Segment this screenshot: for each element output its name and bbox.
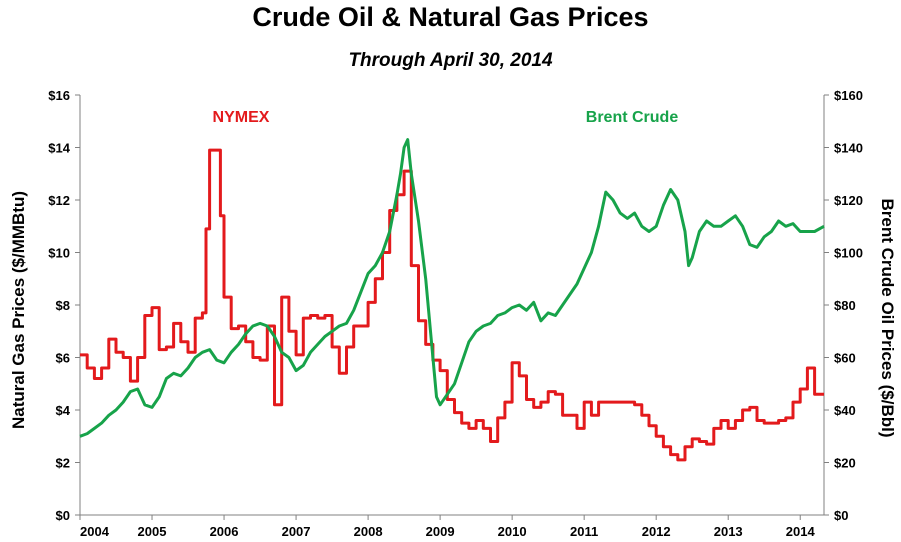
x-tick-label: 2008 (354, 524, 383, 539)
x-tick-label: 2014 (786, 524, 816, 539)
x-tick-label: 2012 (642, 524, 671, 539)
left-y-tick-label: $6 (56, 351, 70, 366)
left-y-tick-label: $2 (56, 456, 70, 471)
brent-series-label: Brent Crude (586, 109, 679, 126)
series-group (79, 138, 825, 462)
x-tick-label: 2007 (282, 524, 311, 539)
right-y-tick-label: $60 (834, 351, 856, 366)
x-tick-label: 2011 (570, 524, 598, 539)
right-y-tick-label: $80 (834, 298, 856, 313)
brent-series-line (79, 138, 825, 438)
chart-subtitle: Through April 30, 2014 (348, 50, 553, 71)
x-tick-label: 2010 (498, 524, 527, 539)
left-y-tick-label: $10 (48, 246, 70, 261)
x-tick-label: 2005 (138, 524, 167, 539)
x-tick-label: 2004 (80, 524, 110, 539)
left-y-tick-label: $8 (56, 298, 70, 313)
right-y-tick-label: $100 (834, 246, 863, 261)
right-y-tick-label: $160 (834, 88, 863, 103)
left-y-axis-label: Natural Gas Prices ($/MMBtu) (9, 191, 28, 429)
nymex-series-label: NYMEX (213, 109, 270, 126)
chart-title: Crude Oil & Natural Gas Prices (252, 2, 649, 32)
chart-axes (79, 95, 825, 516)
left-y-tick-label: $16 (48, 88, 70, 103)
right-y-tick-label: $120 (834, 193, 863, 208)
right-y-tick-label: $20 (834, 456, 856, 471)
right-y-axis-label: Brent Crude Oil Prices ($/Bbl) (878, 199, 897, 438)
x-tick-label: 2013 (714, 524, 743, 539)
right-y-tick-label: $140 (834, 141, 863, 156)
right-y-tick-label: $40 (834, 403, 856, 418)
tick-group: $0 $2 $4 $6 $8 $10 $12 $14 $16 $0 $20 $40 $60 $80 $100… (48, 88, 863, 539)
x-tick-label: 2006 (210, 524, 239, 539)
left-y-tick-label: $14 (48, 141, 70, 156)
right-y-tick-label: $0 (834, 508, 848, 523)
x-tick-label: 2009 (426, 524, 455, 539)
left-y-tick-label: $4 (56, 403, 71, 418)
nymex-series-line (80, 148, 824, 462)
left-y-tick-label: $0 (56, 508, 70, 523)
left-y-tick-label: $12 (48, 193, 70, 208)
